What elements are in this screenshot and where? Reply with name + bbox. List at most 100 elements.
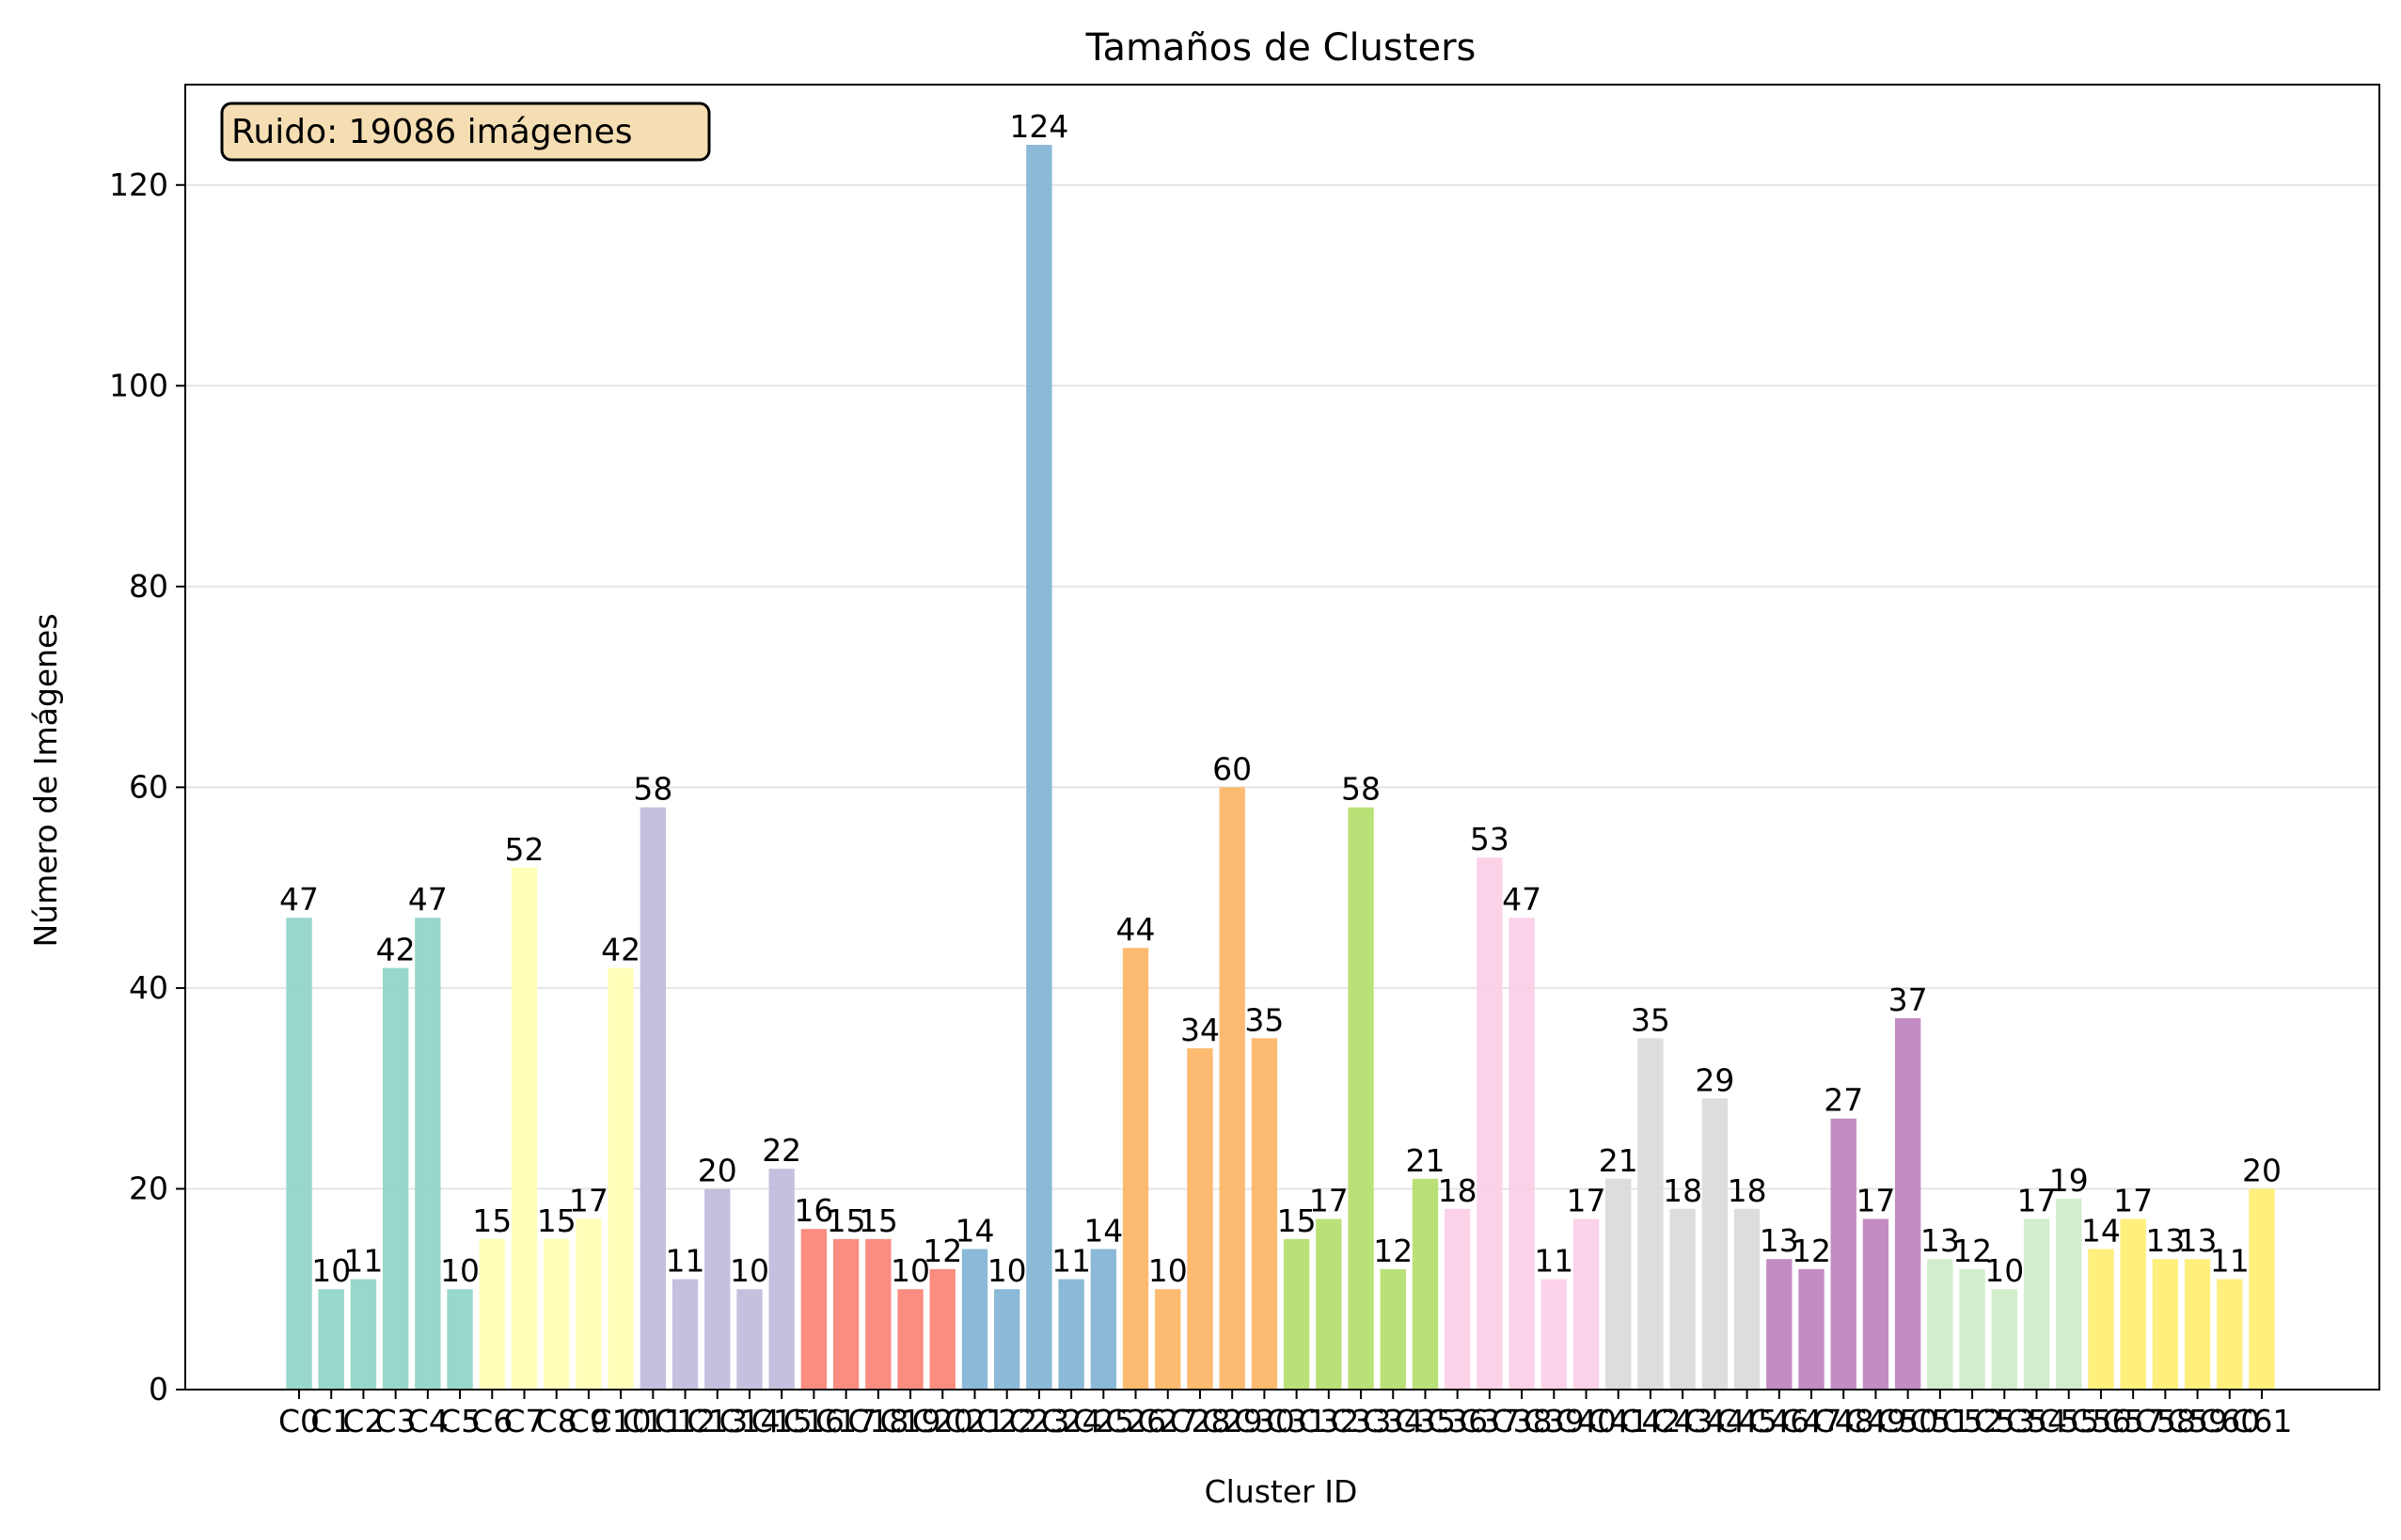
bar-value-label: 10	[311, 1252, 351, 1289]
chart-title: Tamaños de Clusters	[1085, 26, 1477, 70]
x-tick-label: C1	[310, 1403, 352, 1439]
y-axis: 0 20 40 60 80 100 120	[109, 166, 185, 1407]
bar-value-label: 12	[1952, 1233, 1992, 1269]
x-tick-label: C6	[471, 1403, 513, 1439]
x-tick-label: C26	[1105, 1403, 1166, 1439]
x-tick-label: C34	[1363, 1403, 1424, 1439]
bar-value-label: 17	[1309, 1182, 1349, 1218]
bar-value-label: 14	[955, 1213, 994, 1249]
x-tick-label: C8	[536, 1403, 577, 1439]
bar-value-label: 34	[1180, 1012, 1220, 1048]
bar	[736, 1289, 763, 1390]
x-tick-label: C13	[687, 1403, 748, 1439]
bar	[1540, 1279, 1567, 1390]
bar-value-label: 17	[1567, 1182, 1606, 1218]
x-tick-label: C31	[1266, 1403, 1327, 1439]
x-tick-label: C10	[591, 1403, 652, 1439]
plot-frame	[184, 84, 2380, 1391]
bar-value-label: 17	[1856, 1182, 1895, 1218]
x-tick-label: C53	[1974, 1403, 2035, 1439]
x-tick-label: C57	[2103, 1403, 2164, 1439]
x-tick-label: C43	[1652, 1403, 1714, 1439]
x-tick-label: C15	[751, 1403, 813, 1439]
y-tick-label: 80	[129, 568, 168, 605]
bar	[447, 1289, 473, 1390]
bar-value-label: 11	[343, 1243, 383, 1280]
bar	[576, 1218, 602, 1390]
bar-value-label: 58	[633, 771, 672, 808]
x-tick-label: C32	[1298, 1403, 1359, 1439]
y-tick-label: 100	[109, 367, 168, 403]
x-tick-label: C46	[1748, 1403, 1809, 1439]
bar	[1444, 1208, 1471, 1390]
x-tick-label: C18	[847, 1403, 908, 1439]
bar-value-label: 14	[1083, 1213, 1123, 1249]
bar-value-label: 18	[1663, 1172, 1702, 1209]
bar	[704, 1188, 731, 1390]
y-tick-label: 60	[129, 768, 168, 805]
x-tick-label: C19	[880, 1403, 941, 1439]
bar-value-label: 37	[1888, 982, 1928, 1018]
noise-annotation: Ruido: 19086 imágenes	[220, 102, 711, 162]
bar	[1058, 1279, 1084, 1390]
bar-value-label: 35	[1631, 1001, 1670, 1038]
bar	[1637, 1038, 1664, 1390]
y-tick-label: 20	[129, 1170, 168, 1206]
bar-value-label: 12	[923, 1233, 962, 1269]
x-tick-label: C52	[1942, 1403, 2003, 1439]
bar-value-label: 15	[537, 1202, 577, 1239]
x-tick-label: C48	[1813, 1403, 1874, 1439]
x-tick-label: C49	[1845, 1403, 1906, 1439]
bar	[2056, 1199, 2082, 1390]
x-tick-label: C17	[815, 1403, 877, 1439]
bar-value-label: 13	[1760, 1222, 1799, 1259]
bar	[2249, 1188, 2275, 1390]
bar-value-label: 22	[762, 1132, 801, 1169]
bar	[318, 1289, 344, 1390]
bar-value-label: 60	[1212, 750, 1252, 787]
y-axis-title: Número de Imágenes	[27, 613, 64, 947]
bar-value-label: 47	[408, 881, 448, 918]
x-tick-label: C47	[1780, 1403, 1841, 1439]
bar-value-label: 35	[1244, 1001, 1284, 1038]
bar	[350, 1279, 377, 1390]
bar	[1348, 807, 1374, 1390]
bar-value-label: 20	[2242, 1152, 2282, 1188]
bar	[1830, 1118, 1856, 1390]
bar	[608, 967, 634, 1390]
bar	[929, 1268, 956, 1390]
bar-value-label: 124	[1009, 108, 1068, 145]
bar	[671, 1279, 699, 1390]
x-tick-label: C38	[1492, 1403, 1553, 1439]
bar	[544, 1238, 570, 1390]
x-tick-label: C37	[1459, 1403, 1520, 1439]
bar-value-label: 15	[1277, 1202, 1317, 1239]
bar	[1894, 1017, 1921, 1390]
bar-value-label: 10	[1148, 1252, 1188, 1289]
bar	[1572, 1218, 1600, 1390]
bar-value-label: 52	[504, 831, 544, 868]
bar	[286, 918, 312, 1390]
bar	[1669, 1208, 1696, 1390]
bar-value-label: 18	[1438, 1172, 1477, 1209]
bar-value-label: 17	[569, 1182, 608, 1218]
x-tick-label: C35	[1395, 1403, 1456, 1439]
bar	[1959, 1268, 1985, 1390]
bar-value-label: 42	[376, 932, 416, 968]
bar-value-label: 12	[1373, 1233, 1413, 1269]
bar-value-label: 21	[1599, 1142, 1638, 1179]
x-tick-label: C2	[342, 1403, 384, 1439]
bar-value-label: 10	[730, 1252, 769, 1289]
grid-lines	[185, 183, 2379, 1190]
bar	[1701, 1098, 1729, 1390]
bar	[640, 807, 667, 1390]
bar	[1509, 918, 1535, 1390]
bar	[2088, 1249, 2114, 1390]
x-tick-label: C42	[1619, 1403, 1681, 1439]
x-tick-label: C44	[1684, 1403, 1745, 1439]
bar-value-label: 11	[2210, 1243, 2250, 1280]
bar	[1766, 1259, 1793, 1390]
bar	[2023, 1218, 2050, 1390]
x-tick-label: C24	[1041, 1403, 1102, 1439]
x-tick-label: C16	[783, 1403, 845, 1439]
